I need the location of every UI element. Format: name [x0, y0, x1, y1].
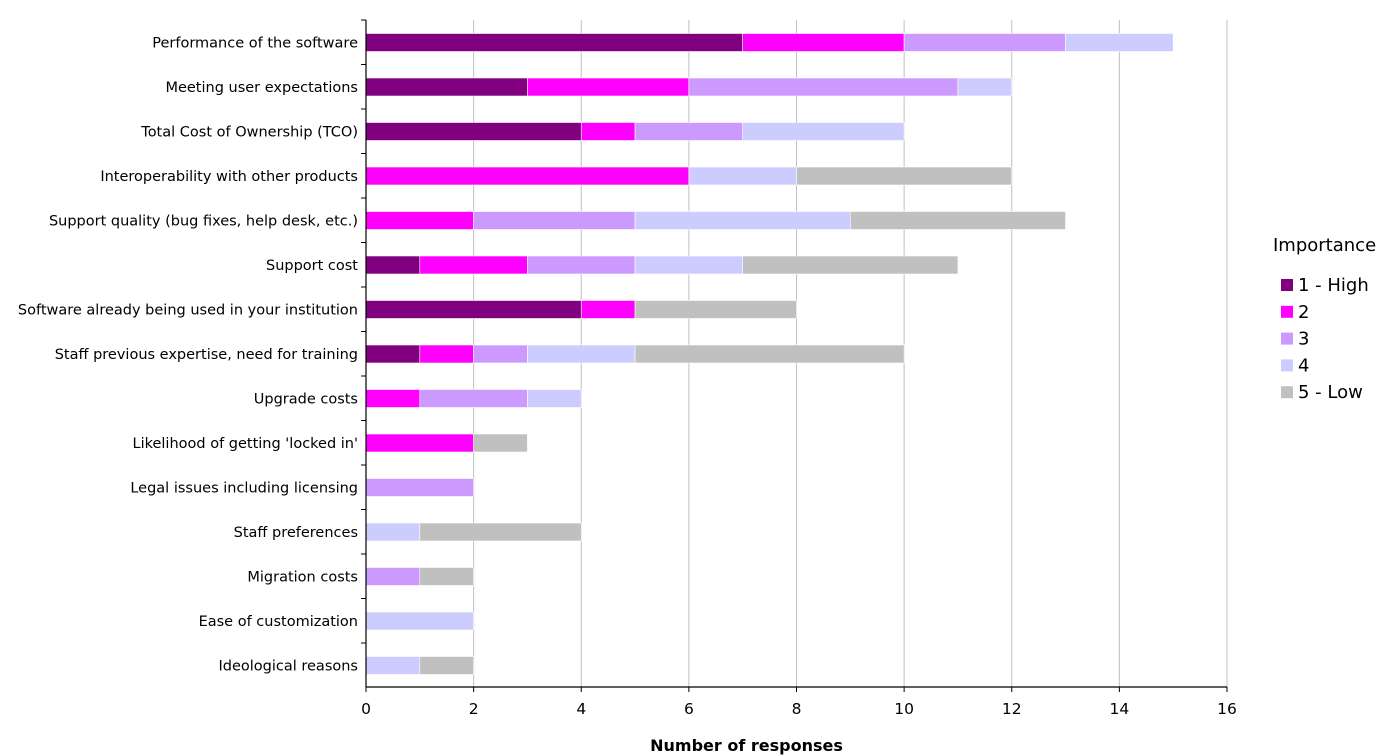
bar-segment-3-4	[742, 122, 905, 141]
bar-segment-2-1	[365, 77, 528, 97]
bar-segment-8-5	[634, 344, 905, 364]
x-tick-label: 4	[576, 700, 586, 718]
bar-segment-13-5	[419, 567, 474, 586]
bar-segment-15-4	[365, 656, 421, 675]
bars	[365, 33, 1174, 675]
bar-segment-5-3	[473, 211, 636, 230]
category-label: Ideological reasons	[218, 659, 358, 675]
legend-label: 4	[1298, 355, 1309, 376]
legend-swatch	[1281, 332, 1293, 345]
bar-segment-4-5	[796, 166, 1013, 186]
x-tick-label: 14	[1110, 700, 1130, 718]
bar-segment-11-3	[365, 478, 474, 497]
bar-segment-2-4	[957, 77, 1013, 97]
category-label: Ease of customization	[199, 614, 358, 630]
bar-segment-8-2	[419, 344, 474, 364]
category-label: Legal issues including licensing	[130, 481, 358, 497]
x-tick-labels: 0 2 4 6 8 10 12 14 16	[361, 700, 1237, 718]
axes	[361, 19, 1228, 692]
legend-title: Importance	[1273, 235, 1376, 256]
bar-segment-5-4	[634, 211, 851, 230]
category-label: Likelihood of getting 'locked in'	[132, 436, 358, 452]
legend-label: 1 - High	[1298, 275, 1369, 296]
legend-label: 2	[1298, 302, 1309, 323]
x-tick-label: 12	[1002, 700, 1022, 718]
category-label: Total Cost of Ownership (TCO)	[140, 125, 358, 141]
bar-segment-15-5	[419, 656, 474, 675]
bar-segment-7-2	[580, 300, 636, 319]
legend-swatch	[1281, 279, 1293, 291]
category-label: Migration costs	[247, 570, 358, 586]
legend-swatch	[1281, 386, 1293, 399]
bar-segment-1-4	[1065, 33, 1174, 52]
category-label: Staff previous expertise, need for train…	[55, 347, 358, 363]
bar-segment-6-1	[365, 255, 421, 275]
bar-segment-9-4	[527, 389, 582, 408]
bar-segment-12-5	[419, 522, 582, 542]
bar-segment-4-2	[365, 166, 690, 186]
legend: Importance 1 - High 2 3 4 5 - Low	[1273, 235, 1376, 403]
x-tick-label: 10	[894, 700, 914, 718]
category-label: Performance of the software	[152, 36, 358, 52]
bar-segment-1-3	[903, 33, 1066, 52]
bar-segment-7-1	[365, 300, 582, 319]
bar-segment-1-1	[365, 33, 743, 52]
category-label: Support cost	[266, 258, 358, 274]
bar-segment-12-4	[365, 522, 421, 542]
x-tick-label: 2	[469, 700, 479, 718]
bar-segment-6-2	[419, 255, 528, 275]
bar-segment-8-1	[365, 344, 421, 364]
bar-segment-7-5	[634, 300, 797, 319]
bar-segment-6-5	[742, 255, 959, 275]
x-tick-label: 8	[792, 700, 802, 718]
legend-label: 3	[1298, 329, 1309, 350]
legend-label: 5 - Low	[1298, 382, 1363, 403]
bar-segment-3-2	[580, 122, 636, 141]
category-label: Software already being used in your inst…	[18, 303, 358, 319]
legend-swatch	[1281, 305, 1293, 318]
bar-segment-8-3	[473, 344, 528, 364]
bar-segment-9-3	[419, 389, 528, 408]
category-label: Upgrade costs	[254, 392, 358, 408]
bar-segment-3-1	[365, 122, 582, 141]
bar-segment-6-3	[527, 255, 636, 275]
bar-segment-10-5	[473, 433, 528, 453]
x-tick-label: 16	[1217, 700, 1237, 718]
category-label: Staff preferences	[234, 525, 358, 541]
x-tick-label: 6	[684, 700, 694, 718]
x-tick-label: 0	[361, 700, 371, 718]
bar-segment-5-5	[850, 211, 1066, 230]
legend-swatch	[1281, 359, 1293, 372]
bar-segment-1-2	[742, 33, 905, 52]
x-axis-title: Number of responses	[650, 736, 843, 755]
bar-segment-10-2	[365, 433, 474, 453]
category-label: Support quality (bug fixes, help desk, e…	[49, 214, 358, 230]
category-labels: Performance of the software Meeting user …	[18, 36, 358, 675]
bar-segment-9-2	[365, 389, 421, 408]
bar-segment-5-2	[365, 211, 474, 230]
bar-segment-6-4	[634, 255, 743, 275]
bar-segment-8-4	[527, 344, 636, 364]
bar-segment-13-3	[365, 567, 421, 586]
bar-segment-4-4	[688, 166, 797, 186]
category-label: Interoperability with other products	[100, 169, 358, 185]
category-label: Meeting user expectations	[165, 80, 358, 96]
bar-segment-2-2	[527, 77, 690, 97]
bar-segment-2-3	[688, 77, 959, 97]
bar-segment-3-3	[634, 122, 743, 141]
bar-segment-14-4	[365, 611, 474, 631]
